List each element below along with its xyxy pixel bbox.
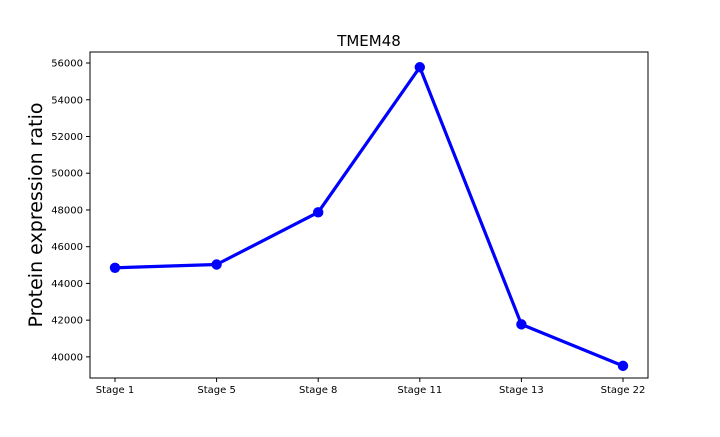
x-tick-label: Stage 13 — [499, 385, 544, 396]
chart-title: TMEM48 — [336, 32, 401, 50]
series-layer — [109, 62, 629, 372]
y-tick-label: 44000 — [51, 279, 83, 290]
y-tick-label: 42000 — [51, 316, 83, 327]
y-tick-label: 54000 — [51, 95, 83, 106]
data-point-marker — [516, 319, 527, 330]
x-tick-label: Stage 1 — [96, 385, 134, 396]
y-axis-label: Protein expression ratio — [25, 103, 47, 328]
plot-area-frame — [89, 51, 649, 379]
x-tick-label: Stage 22 — [601, 385, 646, 396]
y-tick-label: 48000 — [51, 205, 83, 216]
data-point-marker — [313, 207, 324, 218]
y-tick-label: 52000 — [51, 132, 83, 143]
y-tick-label: 40000 — [51, 352, 83, 363]
data-point-marker — [617, 360, 629, 372]
x-tick-label: Stage 8 — [299, 385, 337, 396]
data-point-marker — [109, 262, 121, 274]
series-line — [114, 65, 624, 368]
x-tick-label: Stage 5 — [197, 385, 235, 396]
x-tick-label: Stage 11 — [397, 385, 442, 396]
x-axis: Stage 1 Stage 5 Stage 8 Stage 11 Stage 13 Sta… — [96, 378, 646, 396]
y-tick-label: 56000 — [51, 59, 83, 70]
data-point-marker — [414, 62, 425, 73]
data-point-marker — [211, 259, 222, 270]
y-tick-label: 50000 — [51, 169, 83, 180]
y-axis: 40000 42000 44000 46000 48000 50000 52000 54000… — [51, 59, 90, 363]
y-tick-label: 46000 — [51, 242, 83, 253]
